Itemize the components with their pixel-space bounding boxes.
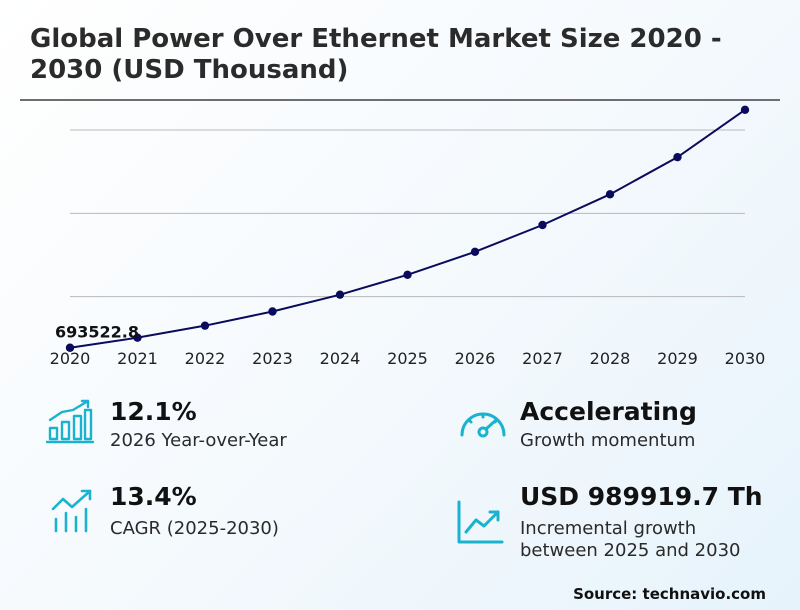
data-points (65, 105, 750, 352)
market-size-line-chart: 693522.8 2020 2021 2022 2023 2024 2025 2026 202… (50, 105, 766, 368)
data-point-2029 (673, 152, 682, 162)
data-point-2030 (740, 105, 750, 115)
incremental-label-line2: between 2025 and 2030 (520, 540, 741, 561)
data-point-2028 (605, 190, 615, 199)
title-divider (20, 99, 780, 101)
x-tick-2026: 2026 (455, 349, 496, 368)
x-tick-2025: 2025 (387, 349, 428, 368)
x-tick-2024: 2024 (320, 349, 361, 368)
x-tick-2027: 2027 (522, 349, 563, 368)
x-tick-2020: 2020 (50, 349, 91, 368)
yoy-label: 2026 Year-over-Year (110, 430, 287, 451)
series-line (69, 109, 746, 349)
trend-chart-icon (51, 489, 92, 533)
data-labels: 693522.8 (55, 323, 139, 342)
data-point-2023 (268, 307, 277, 316)
line-chart-up-icon (457, 500, 504, 544)
momentum-label: Growth momentum (520, 430, 696, 451)
x-tick-2022: 2022 (185, 349, 226, 368)
incremental-value: USD 989919.7 Th (520, 482, 763, 511)
x-tick-2021: 2021 (117, 349, 158, 368)
yoy-value: 12.1% (110, 397, 197, 426)
x-tick-2030: 2030 (725, 349, 766, 368)
data-point-2026 (470, 247, 480, 257)
x-tick-2029: 2029 (657, 349, 698, 368)
x-tick-2028: 2028 (590, 349, 631, 368)
series-polyline (69, 109, 746, 349)
momentum-value: Accelerating (520, 397, 697, 426)
cagr-label: CAGR (2025-2030) (110, 518, 279, 539)
data-point-2021 (133, 333, 142, 342)
x-tick-2023: 2023 (252, 349, 293, 368)
data-point-2024 (335, 290, 345, 299)
x-axis-ticks: 2020 2021 2022 2023 2024 2025 2026 2027 2028 2029… (50, 349, 766, 368)
data-point-2022 (200, 321, 210, 330)
chart-title: Global Power Over Ethernet Market Size 2… (30, 24, 722, 85)
data-point-2025 (403, 270, 412, 280)
data-label-2020: 693522.8 (55, 323, 139, 342)
data-point-2020 (65, 343, 75, 352)
incremental-label-line1: Incremental growth (520, 518, 697, 539)
bar-chart-growth-icon (46, 399, 94, 444)
gridlines (70, 129, 745, 298)
speedometer-icon (460, 412, 506, 438)
data-point-2027 (538, 220, 547, 230)
source-credit: Source: technavio.com (573, 585, 766, 603)
cagr-value: 13.4% (110, 482, 197, 511)
